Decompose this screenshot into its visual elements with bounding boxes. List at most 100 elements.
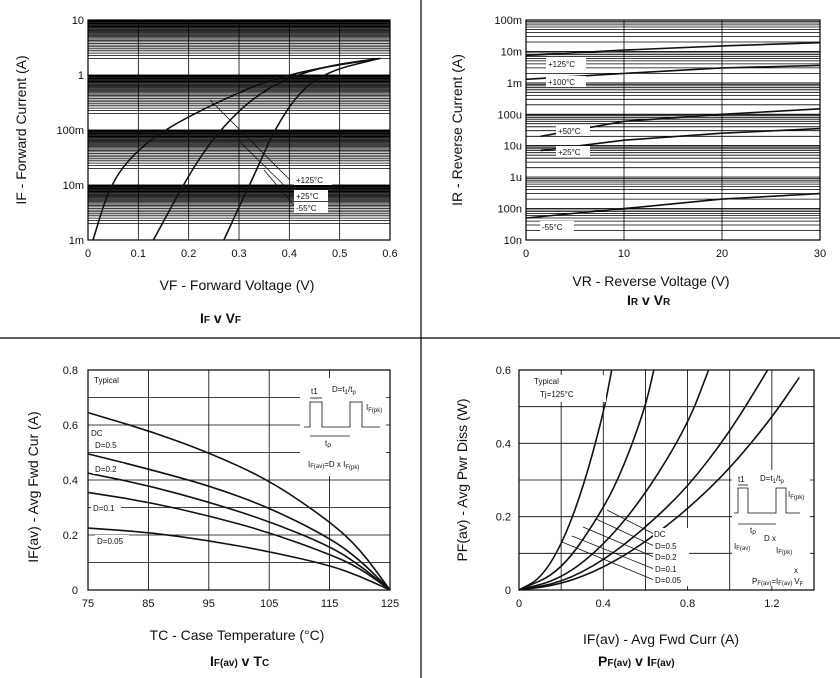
p4-xtick-label: 0 <box>516 598 522 610</box>
p4-ylabel: PF(av) - Avg Pwr Diss (W) <box>454 398 470 561</box>
p4-inset-t1: t1 <box>738 475 745 484</box>
p4-yticks: 0 0.2 0.4 0.6 <box>496 365 511 597</box>
p4-annot-bg <box>653 528 689 586</box>
p1-ytick-label: 1 <box>78 70 84 82</box>
p3-ytick-label: 0.2 <box>63 530 78 542</box>
p4-xtick-label: 0.8 <box>680 598 695 610</box>
p4-xlabel: IF(av) - Avg Fwd Curr (A) <box>583 631 739 647</box>
p2-ytick-label: 100n <box>498 204 522 216</box>
p1-annot-25: +25°C <box>296 192 319 201</box>
p3-yticks: 0 0.2 0.4 0.6 0.8 <box>63 365 78 597</box>
p1-frame <box>87 19 391 241</box>
p2-annot-125: +125°C <box>548 60 575 69</box>
p1-xtick-label: 0.6 <box>382 248 397 260</box>
series-line-dc <box>518 376 800 591</box>
series-line-d-0-5 <box>518 369 769 591</box>
p3-xticks: 75 85 95 105 115 125 <box>82 598 399 610</box>
p2-ytick-label: 10n <box>504 235 522 247</box>
p4-inset-d: D=t1/tp <box>760 474 784 485</box>
p4-annot-tj: Tj=125°C <box>540 390 574 399</box>
p4-leader-d05 <box>561 541 655 581</box>
p2-annot-25: +25°C <box>558 148 581 157</box>
series-line-d-0-05 <box>87 527 391 591</box>
p3-xtick-label: 105 <box>260 598 278 610</box>
p3-annot-bg-d05 <box>95 535 129 546</box>
series-line-d-0-1 <box>518 369 655 591</box>
p3-caption: IF(av) v TC <box>210 653 269 669</box>
p1-series <box>92 57 381 241</box>
p4-inset-pf: PF(av)=IF(av) VF <box>752 577 804 588</box>
p3-xtick-label: 95 <box>203 598 215 610</box>
p3-annot-bg-typ <box>92 374 144 386</box>
series-line--55-c <box>525 192 821 219</box>
p2-ytick-label: 1m <box>507 78 522 90</box>
p4-annot-bg-typ <box>530 375 606 402</box>
p1-xticks: 0 0.1 0.2 0.3 0.4 0.5 0.6 <box>85 248 398 260</box>
p4-inset-dx: D x <box>764 534 776 543</box>
p2-xticks: 0 10 20 30 <box>523 248 826 260</box>
p1-annot-bg-2 <box>294 190 328 201</box>
p1-annot-bg-3 <box>294 202 328 213</box>
p2-annot-bg-1 <box>546 58 586 69</box>
p4-pulse-wave <box>734 487 800 514</box>
p1-ytick-label: 10 <box>72 15 84 27</box>
p3-inset-ifpk: IF(pk) <box>366 403 382 414</box>
p2-ylabel: IR - Reverse Current (A) <box>449 54 465 206</box>
p2-ytick-label: 100u <box>498 109 522 121</box>
p4-annot-typical: Typical <box>534 377 559 386</box>
p4-xtick-label: 0.4 <box>596 598 611 610</box>
panel-avg-fwd-current: 75 85 95 105 115 125 0 0.2 0.4 0.6 0.8 Typical DC… <box>25 365 399 669</box>
series-line-d-0-2 <box>87 472 391 591</box>
p4-leader-d5 <box>595 518 655 547</box>
p1-ylabel: IF - Forward Current (A) <box>13 55 29 204</box>
p2-xtick-label: 10 <box>618 248 630 260</box>
p3-xlabel: TC - Case Temperature (°C) <box>150 627 325 643</box>
p2-annot-m55: -55°C <box>542 223 563 232</box>
p4-leader-d2 <box>582 526 655 558</box>
p4-ytick-label: 0.6 <box>496 365 511 377</box>
p3-series <box>87 411 391 591</box>
p2-ytick-label: 1u <box>510 172 522 184</box>
p3-annot-d005: D=0.05 <box>97 537 124 546</box>
p4-annot-d02: D=0.2 <box>655 553 677 562</box>
p3-inset-formula: IF(av)=D x IF(pk) <box>308 460 359 471</box>
p3-inset-tp: tP <box>325 439 331 450</box>
p2-ytick-label: 100m <box>494 15 522 27</box>
p1-yticks: 1m 10m 100m 1 10 <box>56 15 84 247</box>
p1-xlabel: VF - Forward Voltage (V) <box>160 277 315 293</box>
p4-inset-ifav: IF(av) <box>734 542 750 552</box>
p1-xtick-label: 0 <box>85 248 91 260</box>
p2-annot-bg-3 <box>556 125 590 136</box>
p1-annot-line-25 <box>239 141 297 198</box>
p3-annot-dc: DC <box>91 429 103 438</box>
p1-annot-line-125 <box>209 99 291 181</box>
p1-caption: IF v VF <box>200 310 241 326</box>
p1-annot-bg-1 <box>294 174 332 185</box>
p1-xtick-label: 0.1 <box>131 248 146 260</box>
p3-annot-d01: D=0.1 <box>93 504 115 513</box>
p1-ytick-label: 1m <box>69 235 84 247</box>
p2-xtick-label: 20 <box>716 248 728 260</box>
p1-xtick-label: 0.2 <box>181 248 196 260</box>
p1-annot-line-m55 <box>263 169 297 209</box>
p2-annot-bg-4 <box>556 146 590 157</box>
p1-annot-125: +125°C <box>296 176 323 185</box>
p3-xtick-label: 125 <box>381 598 399 610</box>
p4-inset-ifpk: IF(pk) <box>788 490 804 501</box>
p3-xtick-label: 75 <box>82 598 94 610</box>
panel-avg-power-diss: 0 0.4 0.8 1.2 0 0.2 0.4 0.6 Typical Tj=125°C D… <box>454 365 815 669</box>
p3-pulse-wave <box>304 401 380 428</box>
p2-xtick-label: 0 <box>523 248 529 260</box>
p2-ytick-label: 10u <box>504 141 522 153</box>
p4-inset-x: x <box>794 566 798 575</box>
series-line-d-0-05 <box>518 369 613 591</box>
p3-annot-bg-d2 <box>93 463 123 474</box>
p4-leader-d1 <box>571 535 655 570</box>
p4-ytick-label: 0 <box>505 585 511 597</box>
series-line--55-c <box>223 57 381 241</box>
p3-inset-d: D=t1/tp <box>332 385 356 396</box>
p4-annot-d005: D=0.05 <box>655 576 682 585</box>
series-line--25-c <box>540 127 821 152</box>
